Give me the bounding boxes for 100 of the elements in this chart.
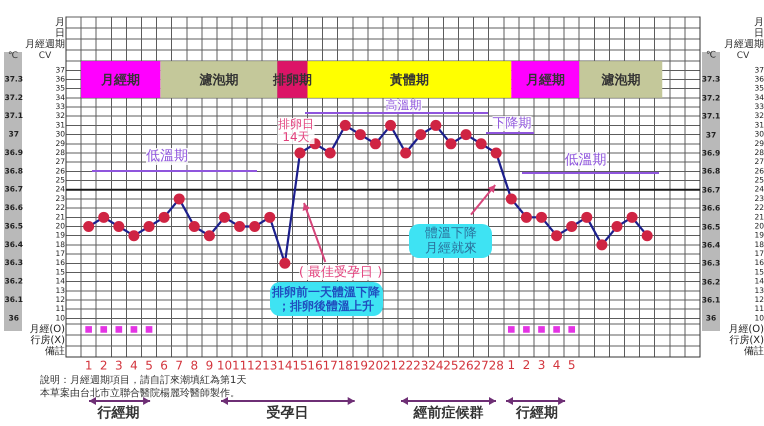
- x-tick-label: 16: [307, 358, 323, 372]
- x-tick-label: 15: [292, 358, 308, 372]
- y2-tick-label: 行房(X): [729, 334, 764, 346]
- point: [476, 138, 487, 150]
- point: [85, 326, 92, 333]
- point: [340, 120, 351, 131]
- y-tick-label: 行房(X): [30, 334, 66, 346]
- x-tick-label: 19: [352, 358, 368, 372]
- point: [460, 129, 472, 140]
- x-tick-label: 27: [473, 358, 489, 372]
- point: [400, 148, 412, 158]
- point: [445, 138, 456, 150]
- y2-tick-label: 日: [754, 28, 764, 40]
- point: [551, 230, 562, 242]
- point: [553, 326, 560, 333]
- x-tick-label: 5: [145, 358, 153, 372]
- y-tick-label: 月: [55, 17, 65, 28]
- text: 行經期: [98, 405, 140, 422]
- point: [249, 221, 260, 232]
- point: [520, 212, 532, 223]
- point: [204, 230, 215, 242]
- text: 受孕日: [266, 405, 308, 422]
- point: [536, 212, 547, 223]
- y-axis-title: CV: [38, 50, 52, 61]
- point: [385, 120, 396, 131]
- annotation: 排卵日14天: [278, 117, 314, 144]
- point: [113, 221, 124, 232]
- x-tick-label: 28: [488, 358, 504, 372]
- point: [415, 129, 426, 140]
- x-tick-label: 24: [428, 358, 444, 372]
- text: 行經期: [516, 405, 558, 422]
- y2-tick-label: 月經週期: [724, 38, 764, 50]
- x-tick-label: 4: [130, 358, 138, 372]
- annotation: 低溫期: [564, 152, 607, 169]
- point: [279, 258, 290, 269]
- point: [116, 326, 122, 333]
- x-tick-label: 13: [262, 358, 278, 372]
- point: [219, 212, 230, 223]
- y-tick-label: 月經(O): [29, 324, 66, 336]
- annotation: 下降期: [492, 116, 532, 131]
- y2-tick-label: 月: [754, 17, 764, 28]
- x-tick-label: 10: [216, 358, 232, 372]
- point: [581, 212, 592, 223]
- point: [158, 212, 170, 223]
- text: 本草案由台北市立聯合醫院楊麗玲醫師製作。: [40, 388, 240, 400]
- annotation: 低溫期: [146, 148, 188, 165]
- point: [626, 212, 638, 223]
- point: [144, 221, 155, 232]
- point: [146, 326, 152, 333]
- x-tick-label: 3: [115, 358, 123, 372]
- point: [354, 129, 366, 140]
- band-label: 濾泡期: [198, 72, 238, 88]
- x-tick-label: 17: [322, 358, 338, 372]
- x-tick-label: 9: [206, 358, 214, 372]
- point: [490, 148, 502, 158]
- band-label: 月經期: [100, 72, 140, 88]
- point: [100, 326, 108, 333]
- point: [83, 221, 94, 232]
- y3-axis-title: ℃: [8, 50, 18, 61]
- point: [566, 221, 578, 232]
- x-tick-label: 6: [160, 358, 168, 372]
- point: [596, 239, 608, 250]
- x-tick-label: 23: [413, 358, 428, 372]
- point: [324, 148, 336, 158]
- point: [130, 326, 138, 333]
- point: [174, 193, 185, 204]
- x-tick-label: 26: [458, 358, 474, 372]
- band-label: 月經期: [524, 72, 565, 88]
- point: [508, 326, 515, 333]
- annotation: 高溫期: [386, 98, 422, 112]
- y2-axis-title: CV: [736, 50, 750, 61]
- x-tick-label: 11: [232, 358, 248, 372]
- x-tick-label: 8: [190, 358, 198, 372]
- point: [128, 230, 140, 242]
- x-tick-label: 7: [175, 358, 184, 372]
- point: [370, 138, 381, 150]
- point: [611, 221, 622, 232]
- point: [538, 326, 545, 333]
- text: ℃: [706, 50, 716, 60]
- x-tick-label: 22: [398, 358, 414, 372]
- y-tick-label: 日: [55, 28, 65, 40]
- x-tick-label: 2: [100, 358, 108, 372]
- band-label: 黃體期: [388, 72, 429, 88]
- point: [188, 221, 200, 232]
- annotation: 體溫下降月經就來: [424, 226, 478, 256]
- x-tick-label: 25: [443, 358, 459, 372]
- annotation: ( 最佳受孕日 ): [298, 265, 382, 280]
- x-tick-label: 20: [368, 358, 384, 372]
- point: [234, 221, 246, 232]
- x-tick-label: 12: [247, 358, 262, 372]
- y-tick-label: 月經週期: [25, 38, 65, 50]
- point: [523, 326, 530, 333]
- point: [506, 193, 517, 204]
- text: 說明：月經週期項目，請自訂來潮填紅為第1天: [40, 375, 246, 387]
- band-label: 濾泡期: [600, 72, 640, 88]
- x-tick-label: 14: [277, 358, 293, 372]
- text: 經前症候群: [413, 405, 484, 422]
- point: [430, 120, 442, 131]
- y2-tick-label: 備註: [744, 345, 764, 358]
- point: [98, 212, 110, 223]
